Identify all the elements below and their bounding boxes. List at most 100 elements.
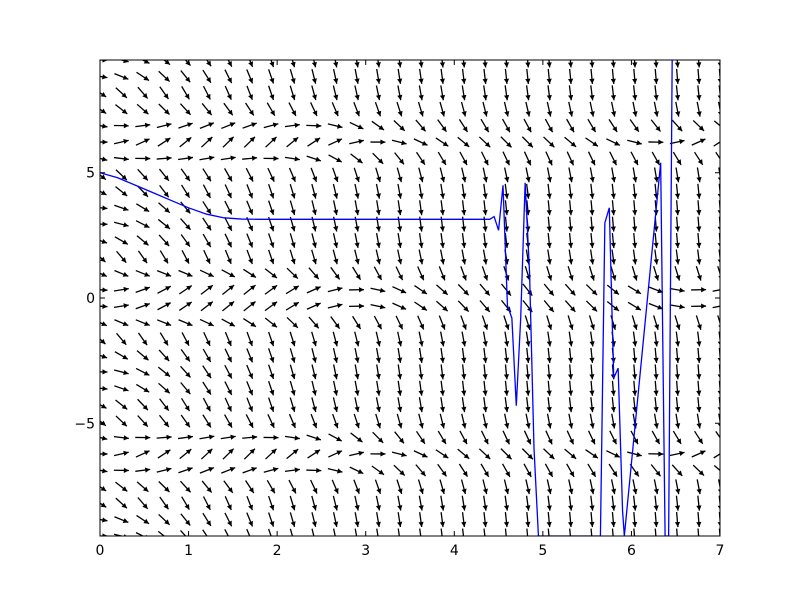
field-arrow (331, 479, 339, 494)
field-arrow (479, 300, 491, 313)
field-arrow (588, 266, 595, 281)
field-arrow (224, 381, 233, 396)
field-arrow (589, 85, 595, 101)
field-arrow (137, 168, 149, 181)
field-arrow (333, 528, 336, 536)
field-arrow (156, 155, 172, 161)
field-arrow (289, 85, 296, 101)
field-arrow (202, 365, 212, 379)
field-arrow (547, 528, 550, 536)
field-arrow (525, 331, 531, 347)
field-arrow (480, 118, 490, 133)
field-arrow (589, 249, 595, 265)
field-arrow (696, 380, 702, 396)
field-arrow (332, 331, 339, 347)
field-arrow (439, 101, 446, 117)
field-arrow (200, 448, 213, 460)
field-arrow (100, 403, 107, 409)
field-arrow (265, 448, 277, 460)
field-arrow (178, 269, 193, 277)
field-arrow (568, 249, 574, 265)
field-arrow (461, 68, 467, 84)
field-arrow (606, 450, 621, 458)
field-arrow (202, 184, 211, 199)
field-arrow (135, 155, 151, 162)
field-arrow (393, 464, 406, 476)
field-arrow (284, 435, 300, 441)
field-arrow (289, 249, 296, 265)
field-arrow (632, 85, 638, 101)
field-arrow (224, 496, 232, 511)
field-arrow (375, 364, 381, 380)
field-arrow (568, 331, 574, 347)
field-arrow (696, 479, 702, 495)
field-arrow (246, 69, 254, 84)
field-arrow (332, 85, 339, 101)
field-arrow (221, 466, 236, 474)
field-arrow (327, 467, 343, 474)
field-arrow (461, 200, 467, 216)
field-arrow (502, 430, 510, 445)
field-arrow (611, 528, 614, 536)
field-arrow (227, 60, 233, 67)
field-arrow (375, 331, 382, 347)
field-arrow (523, 151, 532, 166)
field-arrow (585, 137, 599, 147)
field-arrow (100, 156, 108, 162)
field-arrow (482, 331, 488, 347)
field-arrow (525, 167, 531, 183)
field-arrow (503, 512, 510, 528)
field-arrow (524, 315, 531, 330)
field-arrow (397, 68, 403, 84)
field-arrow (712, 289, 720, 292)
field-arrow (354, 60, 360, 68)
field-arrow (650, 464, 662, 477)
field-arrow (480, 463, 490, 478)
field-arrow (692, 464, 705, 477)
field-arrow (114, 516, 129, 524)
field-arrow (632, 216, 638, 232)
field-arrow (179, 136, 192, 148)
field-arrow (418, 183, 424, 199)
field-arrow (352, 315, 362, 330)
field-arrow (267, 364, 275, 380)
field-arrow (674, 85, 681, 101)
field-arrow (328, 450, 343, 458)
field-arrow (284, 122, 300, 128)
field-arrow (100, 272, 108, 278)
field-arrow (610, 68, 616, 84)
field-arrow (435, 137, 449, 147)
field-arrow (458, 463, 469, 478)
field-arrow (159, 332, 169, 346)
field-arrow (135, 269, 150, 277)
field-arrow (159, 86, 170, 100)
field-arrow (113, 303, 129, 309)
field-arrow (610, 397, 616, 413)
field-arrow (100, 205, 108, 211)
field-arrow (437, 151, 447, 166)
field-arrow (221, 318, 236, 327)
field-arrow (375, 68, 381, 84)
field-arrow (100, 221, 108, 227)
field-arrow (669, 304, 685, 310)
field-arrow (415, 464, 427, 477)
field-arrow (609, 430, 618, 445)
field-arrow (375, 380, 381, 396)
field-arrow (311, 348, 317, 363)
field-arrow (136, 350, 149, 361)
field-arrow (267, 528, 272, 536)
field-arrow (370, 451, 386, 457)
field-arrow (567, 200, 574, 216)
field-arrow (375, 347, 381, 363)
field-arrow (137, 185, 149, 198)
field-arrow (354, 380, 360, 396)
field-arrow (113, 450, 129, 457)
field-arrow (482, 60, 488, 68)
field-arrow (306, 286, 321, 294)
field-arrow (648, 302, 664, 310)
field-arrow (482, 101, 488, 117)
field-arrow (546, 413, 552, 429)
x-tick-label: 0 (96, 543, 105, 559)
field-arrow (310, 102, 318, 117)
field-arrow (395, 315, 404, 330)
